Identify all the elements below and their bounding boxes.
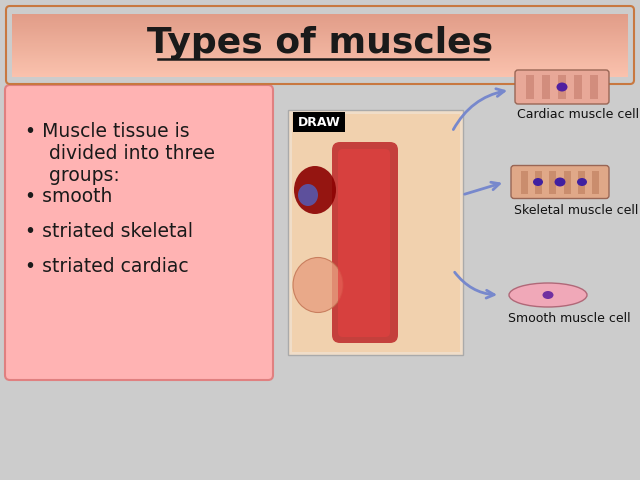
Ellipse shape: [554, 178, 566, 187]
Bar: [549, 170, 556, 193]
Bar: [12, 49, 628, 51]
Bar: [12, 13, 628, 15]
Text: Smooth muscle cell: Smooth muscle cell: [508, 312, 630, 325]
Bar: [12, 33, 628, 34]
Bar: [12, 22, 628, 24]
FancyBboxPatch shape: [338, 149, 390, 337]
Bar: [12, 21, 628, 23]
Bar: [12, 70, 628, 72]
Text: Cardiac muscle cell: Cardiac muscle cell: [517, 108, 639, 121]
Bar: [12, 74, 628, 76]
Ellipse shape: [557, 83, 568, 92]
Bar: [12, 63, 628, 64]
Bar: [12, 25, 628, 26]
Bar: [12, 71, 628, 73]
Ellipse shape: [577, 178, 587, 186]
Bar: [526, 75, 534, 99]
Text: • smooth: • smooth: [25, 187, 113, 206]
FancyBboxPatch shape: [5, 85, 273, 380]
Bar: [12, 67, 628, 69]
Ellipse shape: [509, 283, 587, 307]
Bar: [12, 41, 628, 42]
Bar: [12, 23, 628, 24]
Bar: [12, 26, 628, 28]
Bar: [12, 43, 628, 45]
Text: • striated cardiac: • striated cardiac: [25, 257, 189, 276]
Bar: [12, 14, 628, 16]
Bar: [12, 53, 628, 55]
Bar: [12, 73, 628, 75]
Bar: [12, 18, 628, 19]
Bar: [12, 39, 628, 40]
Bar: [535, 170, 542, 193]
Bar: [12, 27, 628, 29]
Bar: [574, 75, 582, 99]
Bar: [12, 69, 628, 71]
Bar: [12, 28, 628, 30]
Bar: [12, 54, 628, 56]
Bar: [12, 75, 628, 77]
Bar: [12, 36, 628, 37]
Bar: [12, 30, 628, 32]
Bar: [564, 170, 571, 193]
Bar: [12, 44, 628, 46]
FancyBboxPatch shape: [515, 70, 609, 104]
Bar: [12, 34, 628, 35]
Bar: [12, 31, 628, 33]
Bar: [12, 68, 628, 70]
Bar: [12, 61, 628, 62]
Bar: [12, 46, 628, 48]
Bar: [12, 72, 628, 74]
Bar: [12, 20, 628, 21]
Bar: [12, 15, 628, 17]
Bar: [12, 60, 628, 61]
Bar: [521, 170, 528, 193]
Bar: [293, 112, 345, 132]
Bar: [12, 35, 628, 36]
Bar: [12, 52, 628, 54]
Bar: [12, 51, 628, 53]
Bar: [592, 170, 599, 193]
Bar: [12, 29, 628, 31]
Bar: [12, 42, 628, 43]
Bar: [12, 36, 628, 38]
Text: • striated skeletal: • striated skeletal: [25, 222, 193, 241]
Bar: [590, 75, 598, 99]
Bar: [12, 40, 628, 41]
Bar: [12, 56, 628, 57]
Text: • Muscle tissue is
    divided into three
    groups:: • Muscle tissue is divided into three gr…: [25, 122, 215, 185]
FancyBboxPatch shape: [292, 114, 460, 352]
Bar: [12, 37, 628, 39]
Bar: [12, 48, 628, 50]
Ellipse shape: [294, 166, 336, 214]
Bar: [12, 66, 628, 68]
Bar: [12, 19, 628, 20]
Bar: [12, 64, 628, 65]
Bar: [12, 24, 628, 25]
Bar: [12, 59, 628, 60]
Text: Types of muscles: Types of muscles: [147, 26, 493, 60]
Bar: [12, 50, 628, 52]
Text: DRAW: DRAW: [298, 116, 340, 129]
Bar: [12, 58, 628, 59]
Bar: [558, 75, 566, 99]
Ellipse shape: [298, 184, 318, 206]
Bar: [12, 47, 628, 48]
Bar: [12, 45, 628, 47]
Bar: [578, 170, 585, 193]
Ellipse shape: [293, 257, 343, 312]
Ellipse shape: [543, 291, 554, 299]
Ellipse shape: [533, 178, 543, 186]
Bar: [12, 62, 628, 63]
FancyBboxPatch shape: [332, 142, 398, 343]
Bar: [12, 65, 628, 67]
Ellipse shape: [555, 178, 565, 186]
Bar: [12, 17, 628, 18]
Bar: [542, 75, 550, 99]
Text: Skeletal muscle cell: Skeletal muscle cell: [514, 204, 638, 217]
FancyBboxPatch shape: [511, 166, 609, 199]
Bar: [12, 57, 628, 58]
Bar: [288, 110, 463, 355]
